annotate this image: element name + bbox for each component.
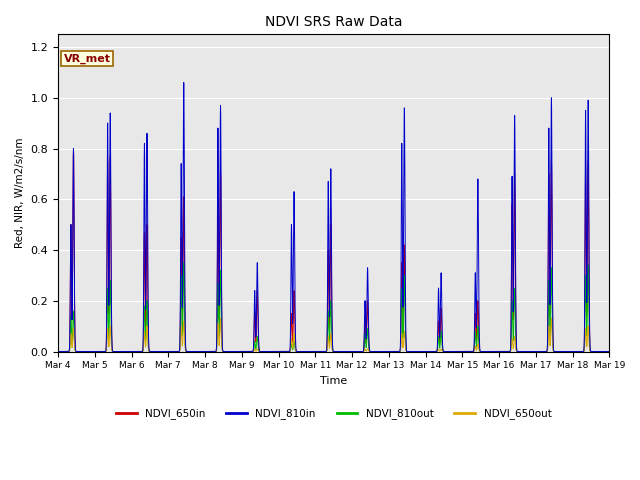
Title: NDVI SRS Raw Data: NDVI SRS Raw Data: [265, 15, 403, 29]
X-axis label: Time: Time: [320, 376, 348, 386]
Legend: NDVI_650in, NDVI_810in, NDVI_810out, NDVI_650out: NDVI_650in, NDVI_810in, NDVI_810out, NDV…: [111, 404, 556, 423]
Text: VR_met: VR_met: [63, 53, 111, 63]
Y-axis label: Red, NIR, W/m2/s/nm: Red, NIR, W/m2/s/nm: [15, 138, 25, 248]
